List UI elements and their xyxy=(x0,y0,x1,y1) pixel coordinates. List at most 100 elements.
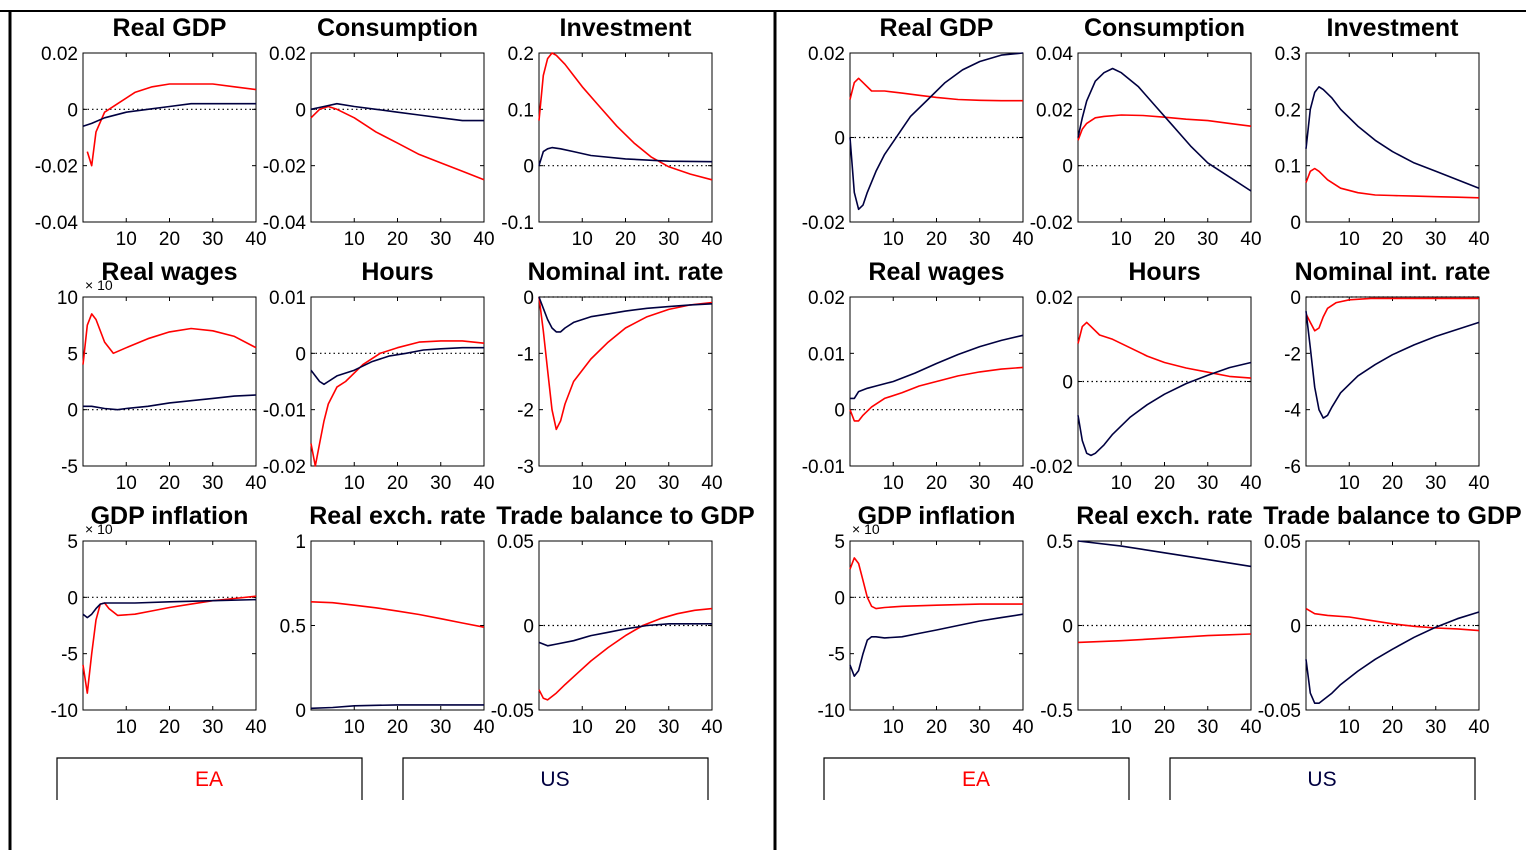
x-tick-label: 10 xyxy=(344,473,365,494)
y-tick-label: 0 xyxy=(523,617,534,638)
series-line-us xyxy=(1305,86,1480,189)
panel-right-4: Real wages 0.02 0.01 0 -0.01 10 20 30 40 xyxy=(802,258,1034,494)
y-tick-label: -0.02 xyxy=(1030,457,1073,478)
y-tick-label: -0.01 xyxy=(802,457,845,478)
series-line-ea xyxy=(1305,167,1480,199)
axis-exponent-label: × 10 xyxy=(852,521,880,537)
series-line-us xyxy=(849,52,1024,211)
y-tick-label: 0.05 xyxy=(497,532,534,553)
y-tick-label: -0.5 xyxy=(1040,701,1073,722)
y-tick-label: 0 xyxy=(1062,373,1073,394)
legend-label: EA xyxy=(195,768,223,791)
series-line-us xyxy=(310,346,484,386)
x-tick-label: 40 xyxy=(1012,229,1033,250)
y-tick-label: 0 xyxy=(1062,157,1073,178)
y-tick-label: 5 xyxy=(834,532,845,553)
y-tick-label: 0.5 xyxy=(280,617,306,638)
legend-frame xyxy=(56,757,363,800)
series-line-us xyxy=(310,704,484,710)
x-tick-label: 20 xyxy=(615,717,636,738)
legend-box-us: US xyxy=(1169,757,1476,800)
subplot-title: Hours xyxy=(361,258,433,286)
x-tick-label: 30 xyxy=(1425,473,1446,494)
panel-left-1: Real GDP 0.02 0 -0.02 -0.04 10 20 30 40 xyxy=(35,14,267,250)
x-tick-label: 40 xyxy=(473,717,494,738)
legend-box-ea: EA xyxy=(823,757,1130,800)
y-tick-label: 0 xyxy=(1290,288,1301,309)
x-tick-label: 40 xyxy=(245,717,266,738)
series-line-ea xyxy=(310,105,485,181)
legend-frame xyxy=(1169,757,1476,800)
y-tick-label: 0 xyxy=(834,401,845,422)
panel-left-4: Real wages× 10 10 5 0 -5 10 20 30 40 xyxy=(57,258,267,494)
y-tick-label: 0.02 xyxy=(1036,288,1073,309)
series-line-ea xyxy=(82,313,257,365)
x-tick-label: 20 xyxy=(387,473,408,494)
series-line-us xyxy=(1077,540,1252,568)
x-tick-label: 30 xyxy=(1197,473,1218,494)
x-tick-label: 20 xyxy=(387,229,408,250)
y-tick-label: 0.2 xyxy=(1275,100,1301,121)
x-tick-label: 30 xyxy=(1425,717,1446,738)
y-tick-label: 0.02 xyxy=(808,44,845,65)
x-tick-label: 20 xyxy=(615,229,636,250)
series-line-us xyxy=(1077,67,1252,192)
y-tick-label: 5 xyxy=(67,532,78,553)
subplot-title: Real GDP xyxy=(113,14,227,42)
plot-area xyxy=(310,52,485,223)
y-tick-label: -0.02 xyxy=(1030,213,1073,234)
x-tick-label: 10 xyxy=(344,229,365,250)
panel-right-5: Hours 0.02 0 -0.02 10 20 30 40 xyxy=(1030,258,1262,494)
y-tick-label: -2 xyxy=(517,401,534,422)
x-tick-label: 10 xyxy=(572,229,593,250)
x-tick-label: 40 xyxy=(1240,717,1261,738)
plot-area xyxy=(1305,296,1480,467)
series-line-ea xyxy=(849,557,1023,610)
x-tick-label: 40 xyxy=(1012,717,1033,738)
subplot-title: Real GDP xyxy=(880,14,994,42)
x-tick-label: 10 xyxy=(116,473,137,494)
panel-right-3: Investment 0.3 0.2 0.1 0 10 20 30 40 xyxy=(1275,14,1490,250)
x-tick-label: 20 xyxy=(159,717,180,738)
y-tick-label: 0.01 xyxy=(808,344,845,365)
subplot-title: Trade balance to GDP xyxy=(1263,502,1521,530)
plot-area xyxy=(538,52,713,223)
x-tick-label: 40 xyxy=(1240,229,1261,250)
y-tick-label: 0 xyxy=(523,288,534,309)
x-tick-label: 40 xyxy=(1468,717,1489,738)
x-tick-label: 30 xyxy=(1197,717,1218,738)
y-tick-label: 0.05 xyxy=(1264,532,1301,553)
series-line-ea xyxy=(310,340,485,467)
x-tick-label: 10 xyxy=(572,473,593,494)
series-line-ea xyxy=(86,83,257,167)
plot-area xyxy=(1077,52,1252,223)
x-tick-label: 30 xyxy=(430,473,451,494)
x-tick-label: 30 xyxy=(969,229,990,250)
x-tick-label: 20 xyxy=(1154,473,1175,494)
x-tick-label: 30 xyxy=(202,229,223,250)
y-tick-label: 0 xyxy=(1290,213,1301,234)
y-tick-label: -3 xyxy=(517,457,534,478)
y-tick-label: 1 xyxy=(295,532,306,553)
y-tick-label: -5 xyxy=(61,645,78,666)
y-tick-label: 0.5 xyxy=(1047,532,1073,553)
x-tick-label: 10 xyxy=(883,473,904,494)
y-tick-label: 0.2 xyxy=(508,44,534,65)
series-line-ea xyxy=(1077,114,1252,141)
x-tick-label: 40 xyxy=(701,717,722,738)
y-tick-label: 5 xyxy=(67,344,78,365)
x-tick-label: 10 xyxy=(1111,717,1132,738)
x-tick-label: 40 xyxy=(245,473,266,494)
x-tick-label: 40 xyxy=(1468,229,1489,250)
series-line-us xyxy=(850,334,1024,400)
y-tick-label: 0 xyxy=(67,401,78,422)
y-tick-label: -0.01 xyxy=(263,401,306,422)
x-tick-label: 20 xyxy=(615,473,636,494)
y-tick-label: 0 xyxy=(834,129,845,150)
subplot-title: Investment xyxy=(560,14,693,42)
x-tick-label: 30 xyxy=(202,717,223,738)
plot-area xyxy=(82,540,257,711)
